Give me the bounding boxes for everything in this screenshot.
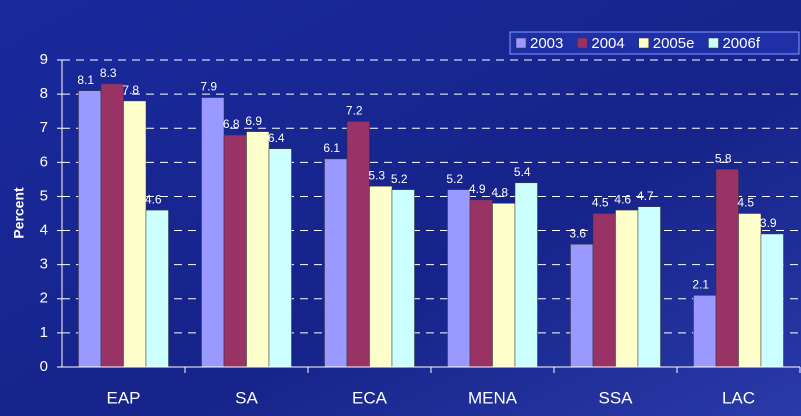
value-label: 7.9 (200, 80, 217, 94)
y-tick-label: 0 (40, 358, 48, 375)
bar (123, 100, 147, 368)
value-label: 7.8 (122, 83, 139, 97)
value-label: 5.2 (391, 172, 408, 186)
legend-label: 2006f (722, 35, 760, 52)
y-tick-label: 5 (40, 187, 48, 204)
y-tick-label: 9 (40, 51, 48, 68)
bar (369, 185, 393, 368)
value-label: 4.8 (491, 185, 508, 199)
value-label: 4.5 (737, 196, 754, 210)
legend-swatch (708, 37, 719, 49)
legend-swatch (638, 37, 649, 49)
bar (760, 233, 784, 368)
value-label: 5.8 (715, 151, 732, 165)
legend-swatch (577, 37, 588, 49)
bar (391, 189, 415, 368)
bar (268, 148, 292, 368)
value-label: 5.2 (446, 172, 463, 186)
bar (492, 203, 516, 368)
value-label: 2.1 (692, 278, 709, 292)
y-tick-label: 6 (40, 153, 48, 170)
x-tick-label: MENA (468, 388, 518, 407)
legend-label: 2004 (591, 35, 624, 52)
value-label: 5.3 (368, 168, 385, 182)
bar (201, 97, 225, 368)
y-tick-label: 2 (40, 290, 48, 307)
y-tick-label: 8 (40, 85, 48, 102)
value-label: 6.1 (323, 141, 340, 155)
bar (693, 295, 717, 368)
value-label: 5.4 (514, 165, 531, 179)
bar (447, 189, 471, 368)
y-tick-label: 1 (40, 324, 48, 341)
bar (514, 182, 538, 368)
value-label: 3.6 (569, 226, 586, 240)
value-label: 4.6 (145, 192, 162, 206)
value-label: 4.5 (592, 196, 609, 210)
bar (592, 213, 616, 368)
bar (715, 168, 739, 368)
legend-box (509, 31, 800, 55)
y-tick-label: 7 (40, 119, 48, 136)
bar (78, 90, 102, 368)
value-label: 4.9 (469, 182, 486, 196)
value-label: 4.7 (637, 189, 654, 203)
legend-swatch (515, 37, 527, 49)
bar (615, 209, 639, 368)
value-label: 4.6 (614, 192, 631, 206)
bar (738, 213, 762, 368)
value-label: 6.9 (245, 114, 262, 128)
legend-label: 2005e (653, 35, 695, 52)
value-label: 8.3 (100, 66, 117, 80)
value-label: 3.9 (760, 216, 777, 230)
legend-label: 2003 (530, 35, 563, 52)
y-tick-label: 4 (40, 222, 48, 239)
value-label: 8.1 (77, 73, 94, 87)
bar (100, 83, 124, 368)
x-tick-label: EAP (106, 388, 140, 407)
y-tick-label: 3 (40, 256, 48, 273)
value-label: 6.4 (268, 131, 285, 145)
x-tick-label: SA (235, 388, 258, 407)
value-label: 7.2 (346, 104, 363, 118)
bar (469, 199, 493, 368)
legend: 2003 2004 2005e 2006f (509, 31, 800, 55)
x-tick-label: LAC (722, 388, 755, 407)
value-label: 6.8 (223, 117, 240, 131)
bar (570, 243, 594, 368)
bar (246, 131, 270, 368)
x-tick-label: SSA (598, 388, 633, 407)
x-tick-label: ECA (352, 388, 388, 407)
bar (145, 209, 169, 368)
bar (324, 158, 348, 368)
bar (346, 121, 370, 368)
bar (223, 134, 247, 368)
bar (637, 206, 661, 368)
y-axis-label: Percent (11, 187, 27, 239)
